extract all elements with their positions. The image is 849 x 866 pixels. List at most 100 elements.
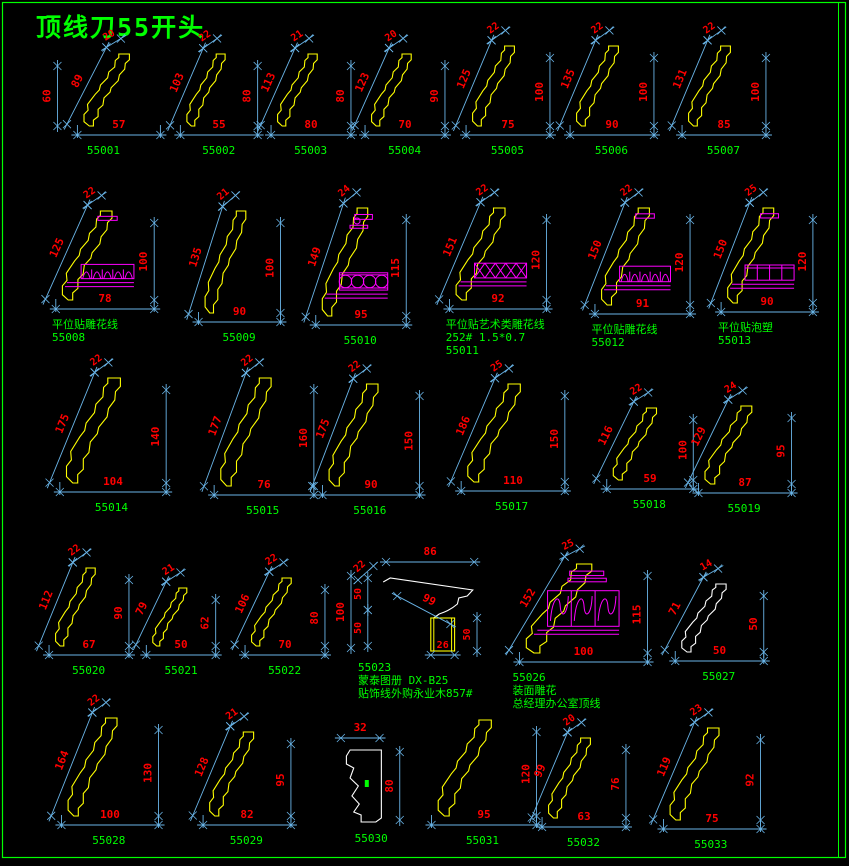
molding-profile-outline[interactable] [328,383,379,487]
molding-profile-outline[interactable] [186,53,226,127]
dim-tick-cross [346,61,356,71]
molding-item-55008[interactable]: 78 100 125 22 平位贴雕花线 55008 [38,185,178,347]
dim-tick-cross [149,218,159,228]
molding-profile-outline[interactable] [548,737,591,819]
molding-profile-outline[interactable] [382,577,474,619]
molding-item-55016[interactable]: 90 150 175 22 55016 [305,359,443,520]
molding-item-55029[interactable]: 82 95 128 21 55029 [188,707,312,850]
molding-profile-outline[interactable] [209,731,255,817]
molding-item-55004[interactable]: 70 90 123 20 55004 [350,28,464,160]
molding-profile-outline[interactable] [371,53,412,127]
molding-profile-outline[interactable] [55,567,96,647]
molding-item-55020[interactable]: 67 90 112 22 55020 [34,543,148,680]
dim-tick-cross [643,571,652,581]
dim-tick-cross [256,120,265,130]
molding-profile-outline[interactable] [83,53,130,127]
dimension-text: 100 [676,440,689,460]
dimension-text: 50 [174,638,187,651]
molding-item-55032[interactable]: 63 76 99 20 55032 [527,713,646,852]
dim-tick-cross [592,474,601,483]
molding-profile-outline[interactable] [601,207,650,306]
molding-item-55028[interactable]: 100 130 164 22 55028 [44,693,182,850]
molding-item-55003[interactable]: 80 80 113 21 55003 [256,28,370,160]
molding-profile-outline[interactable] [152,587,188,647]
dimension-line [684,394,732,489]
item-label: 总经理办公室顶线 [513,696,601,710]
molding-item-55007[interactable]: 85 100 131 22 55007 [667,21,786,160]
dimension-line [36,556,76,652]
molding-item-55006[interactable]: 90 100 135 22 55006 [555,21,674,160]
molding-item-55010[interactable]: 95 115 149 24 55010 [300,183,428,350]
dimension-text: 119 [654,755,674,778]
dim-tick-cross [68,558,78,567]
dim-tick-cross [62,119,72,129]
molding-profile-outline[interactable] [727,207,775,304]
molding-profile-outline[interactable] [467,383,521,483]
dim-tick-cross [124,641,134,651]
molding-item-55017[interactable]: 110 150 186 25 55017 [442,358,590,516]
molding-item-55012[interactable]: 91 120 150 22 平位贴雕花线 55012 [578,183,713,352]
molding-profile-outline[interactable] [525,563,593,654]
molding-profile-outline[interactable] [704,405,753,485]
molding-item-55033[interactable]: 75 92 119 23 55033 [646,702,784,854]
dim-tick-cross [434,295,444,304]
molding-profile-outline[interactable] [688,45,731,127]
item-label: 55001 [87,144,120,157]
dimension-line [42,199,91,305]
dimension-text: 80 [383,779,396,792]
dim-tick-cross [490,373,500,383]
molding-drawing-55021: 50 62 79 21 55021 [131,562,222,677]
molding-item-55027[interactable]: 50 50 71 14 55027 [660,558,785,686]
molding-profile-outline[interactable] [204,210,247,314]
molding-profile-outline[interactable] [345,749,382,823]
molding-profile-outline[interactable] [220,377,272,487]
molding-profile-outline[interactable] [669,727,720,821]
dim-tick-cross [97,191,106,200]
dim-tick-cross [620,198,630,207]
molding-item-55001[interactable]: 57 60 89 20 55001 [40,28,167,160]
dimension-text: 92 [744,773,757,786]
molding-item-55026[interactable]: 100 115 152 25 55026 装面雕花 总经理办公室顶线 [494,537,679,713]
molding-item-55014[interactable]: 104 140 175 22 55014 [40,353,192,517]
dimension-text: 125 [47,236,67,259]
dim-tick-cross [225,722,235,731]
molding-item-55022[interactable]: 70 80 106 22 55022 [230,552,344,680]
molding-item-55030[interactable]: 32 80 55030 [328,721,420,848]
molding-item-55021[interactable]: 50 62 79 21 55021 [131,562,232,680]
item-label: 55031 [466,834,499,847]
item-label: 55011 [446,344,479,357]
dimension-text: 80 [241,89,254,102]
molding-profile-outline[interactable] [681,583,727,653]
molding-box[interactable] [430,617,456,652]
dimension-line [201,367,249,493]
molding-item-55018[interactable]: 59 100 116 22 55018 [592,382,714,514]
molding-item-55023[interactable]: 86 22 100 50 50 99 50 26 55023 蒙泰图册 DX-B25 贴饰线外购永业… [334,545,484,703]
molding-item-55019[interactable]: 87 95 129 24 55019 [682,380,814,518]
item-label: 55032 [567,836,600,849]
molding-item-55031[interactable]: 95 120 55031 [412,712,562,850]
dim-tick-cross [745,198,754,207]
molding-profile-outline[interactable] [277,53,318,127]
molding-profile-outline[interactable] [67,717,118,817]
molding-item-55005[interactable]: 75 100 125 22 55005 [451,21,570,160]
item-label: 55016 [353,504,386,517]
molding-item-55009[interactable]: 90 100 135 21 55009 [184,186,300,347]
molding-profile-outline[interactable] [472,45,515,127]
dim-tick-cross [165,121,175,130]
molding-item-55013[interactable]: 90 120 150 25 平位贴泡塑 55013 [705,183,835,350]
molding-item-55002[interactable]: 55 80 103 22 55002 [165,28,276,160]
dimension-line [309,373,356,492]
molding-profile-outline[interactable] [576,45,619,127]
dimension-text: 26 [437,640,449,651]
molding-profile-outline[interactable] [321,207,369,317]
molding-profile-outline[interactable] [65,377,121,484]
molding-profile-outline[interactable] [251,577,292,647]
molding-item-55011[interactable]: 92 120 151 22 平位贴艺术类雕花线 252# 1.5*0.7 55011 [432,182,570,360]
molding-profile-outline[interactable] [612,407,658,481]
dim-tick-cross [184,309,193,319]
molding-profile-outline[interactable] [437,719,492,817]
dim-tick-cross [381,557,391,567]
dim-tick-cross [336,733,346,743]
dim-tick-cross [660,645,670,655]
